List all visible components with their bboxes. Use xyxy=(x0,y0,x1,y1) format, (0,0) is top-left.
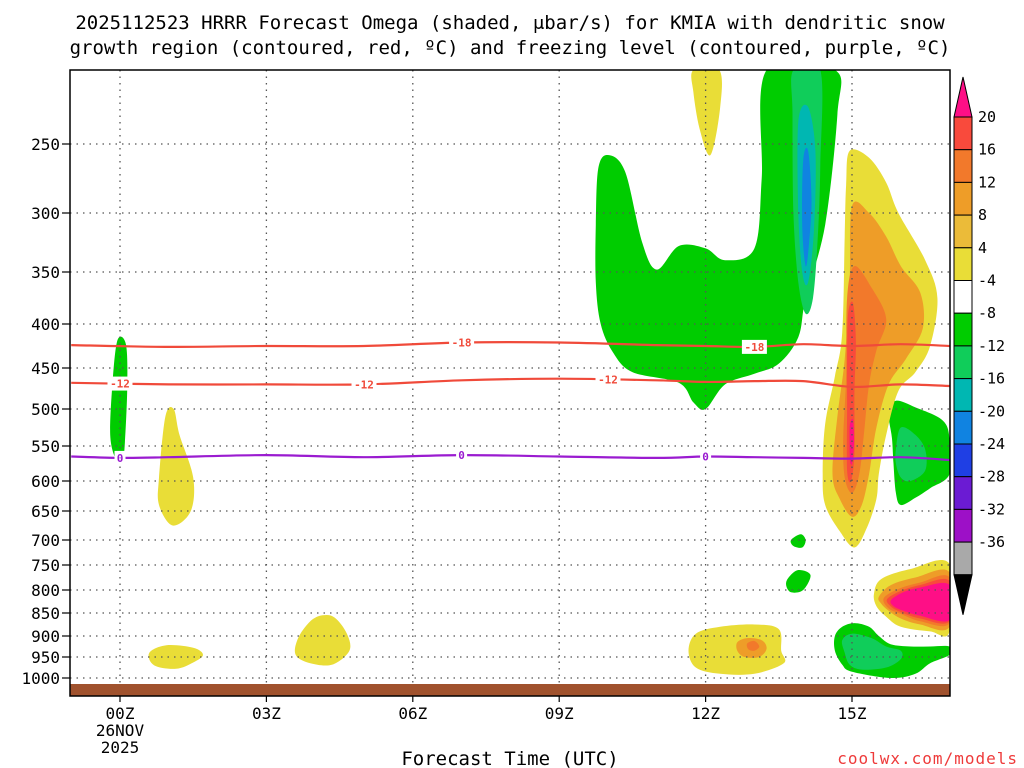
colorbar-swatch-8 xyxy=(953,345,973,380)
colorbar-bottom-arrow xyxy=(953,574,973,615)
colorbar-label--24: -24 xyxy=(978,435,1005,453)
y-tick-label-700: 700 xyxy=(31,531,60,550)
ground-bar xyxy=(70,684,950,696)
colorbar-swatch-5 xyxy=(953,247,973,282)
y-tick-label-850: 850 xyxy=(31,604,60,623)
omega-region-yellow-0045-600 xyxy=(157,406,195,526)
contour-label-bg xyxy=(595,372,621,387)
omega-region-red-1300-920 xyxy=(746,640,760,651)
x-tick-label-00Z: 00Z xyxy=(106,704,135,723)
omega-region-yellow-0030-950 xyxy=(148,644,203,669)
y-tick-label-950: 950 xyxy=(31,648,60,667)
colorbar-label-16: 16 xyxy=(978,141,996,159)
y-tick-label-300: 300 xyxy=(31,204,60,223)
x-axis-label: Forecast Time (UTC) xyxy=(401,748,618,768)
colorbar-label--8: -8 xyxy=(978,304,996,322)
y-tick-label-900: 900 xyxy=(31,627,60,646)
colorbar-swatch-11 xyxy=(953,443,973,478)
colorbar: 20 16 12 8 4 -4 -8 -12 -16 -20 -24 -28 -32 -36 xyxy=(953,76,1005,615)
omega-region-green-1330-770 xyxy=(786,569,811,593)
colorbar-swatch-1 xyxy=(953,116,973,151)
omega-region-blue-1400-300 xyxy=(802,147,812,267)
y-tick-label-400: 400 xyxy=(31,315,60,334)
omega-region-green-1345-700 xyxy=(790,534,806,548)
colorbar-swatch-10 xyxy=(953,410,973,445)
colorbar-label-20: 20 xyxy=(978,108,996,126)
contour-label-freezing-level: 0 xyxy=(117,452,124,465)
y-tick-label-750: 750 xyxy=(31,556,60,575)
contour-label-bg xyxy=(114,450,126,465)
contour-label-bg xyxy=(449,335,475,350)
colorbar-label--20: -20 xyxy=(978,402,1005,420)
colorbar-label--12: -12 xyxy=(978,337,1005,355)
contour-label-freezing-level: 0 xyxy=(458,449,465,462)
omega-region-green-1100-400 xyxy=(595,70,842,410)
x-tick-label-15Z: 15Z xyxy=(838,704,867,723)
colorbar-swatch-3 xyxy=(953,181,973,216)
x-tick-label-09Z: 09Z xyxy=(545,704,574,723)
y-tick-label-450: 450 xyxy=(31,359,60,378)
y-tick-label-550: 550 xyxy=(31,437,60,456)
colorbar-swatch-9 xyxy=(953,378,973,412)
watermark: coolwx.com/models xyxy=(837,749,1018,768)
colorbar-swatch-12 xyxy=(953,476,973,510)
colorbar-label--16: -16 xyxy=(978,370,1005,388)
x-tick-label-06Z: 06Z xyxy=(398,704,427,723)
omega-region-pink-1630-820 xyxy=(890,582,950,622)
contour-label-bg xyxy=(351,377,377,392)
y-tick-label-350: 350 xyxy=(31,263,60,282)
colorbar-label-4: 4 xyxy=(978,239,987,257)
colorbar-swatch-4 xyxy=(953,214,973,249)
contour-label-bg xyxy=(107,376,133,391)
omega-region-yellow-1200-top xyxy=(691,70,722,156)
contour-label-dgz-minus18: -18 xyxy=(452,336,472,349)
contour-label-bg xyxy=(741,339,767,354)
x-tick-date: 26NOV xyxy=(96,721,145,740)
chart-title-line-2: growth region (contoured, red, ºC) and f… xyxy=(70,37,951,59)
colorbar-label-12: 12 xyxy=(978,173,996,191)
contour-label-dgz-minus12: -12 xyxy=(354,378,374,391)
omega-region-teal-1600-570 xyxy=(895,426,927,482)
y-tick-label-500: 500 xyxy=(31,400,60,419)
chart-title-line-1: 2025112523 HRRR Forecast Omega (shaded, … xyxy=(75,12,945,34)
colorbar-swatch-13 xyxy=(953,508,973,543)
omega-region-yellow-0420-920 xyxy=(294,614,351,666)
colorbar-swatch-2 xyxy=(953,149,973,183)
colorbar-label--4: -4 xyxy=(978,272,996,290)
colorbar-label--32: -32 xyxy=(978,500,1005,518)
colorbar-label--36: -36 xyxy=(978,533,1005,551)
colorbar-top-arrow xyxy=(953,76,973,118)
contour-label-dgz-minus12: -12 xyxy=(598,373,618,386)
y-tick-label-250: 250 xyxy=(31,135,60,154)
x-tick-label-12Z: 12Z xyxy=(691,704,720,723)
contour-label-bg xyxy=(456,448,468,463)
contour-label-dgz-minus12: -12 xyxy=(110,378,130,391)
colorbar-swatch-14 xyxy=(953,541,973,576)
contour-freezing-level xyxy=(71,453,950,462)
x-tick-year: 2025 xyxy=(101,738,140,757)
contour-label-dgz-minus18: -18 xyxy=(744,341,764,354)
y-tick-label-1000: 1000 xyxy=(21,669,60,688)
plot-frame xyxy=(69,69,951,697)
colorbar-swatch-6 xyxy=(953,280,973,314)
omega-region-teal-1500-940 xyxy=(841,633,903,670)
x-tick-label-03Z: 03Z xyxy=(252,704,281,723)
y-tick-label-800: 800 xyxy=(31,581,60,600)
contour-label-bg xyxy=(700,449,712,464)
y-tick-label-650: 650 xyxy=(31,502,60,521)
colorbar-label-8: 8 xyxy=(978,206,987,224)
contour-label-freezing-level: 0 xyxy=(702,451,709,464)
y-tick-label-600: 600 xyxy=(31,472,60,491)
contour-dgz-minus18 xyxy=(71,340,950,349)
colorbar-swatch-7 xyxy=(953,312,973,347)
colorbar-label--28: -28 xyxy=(978,468,1005,486)
